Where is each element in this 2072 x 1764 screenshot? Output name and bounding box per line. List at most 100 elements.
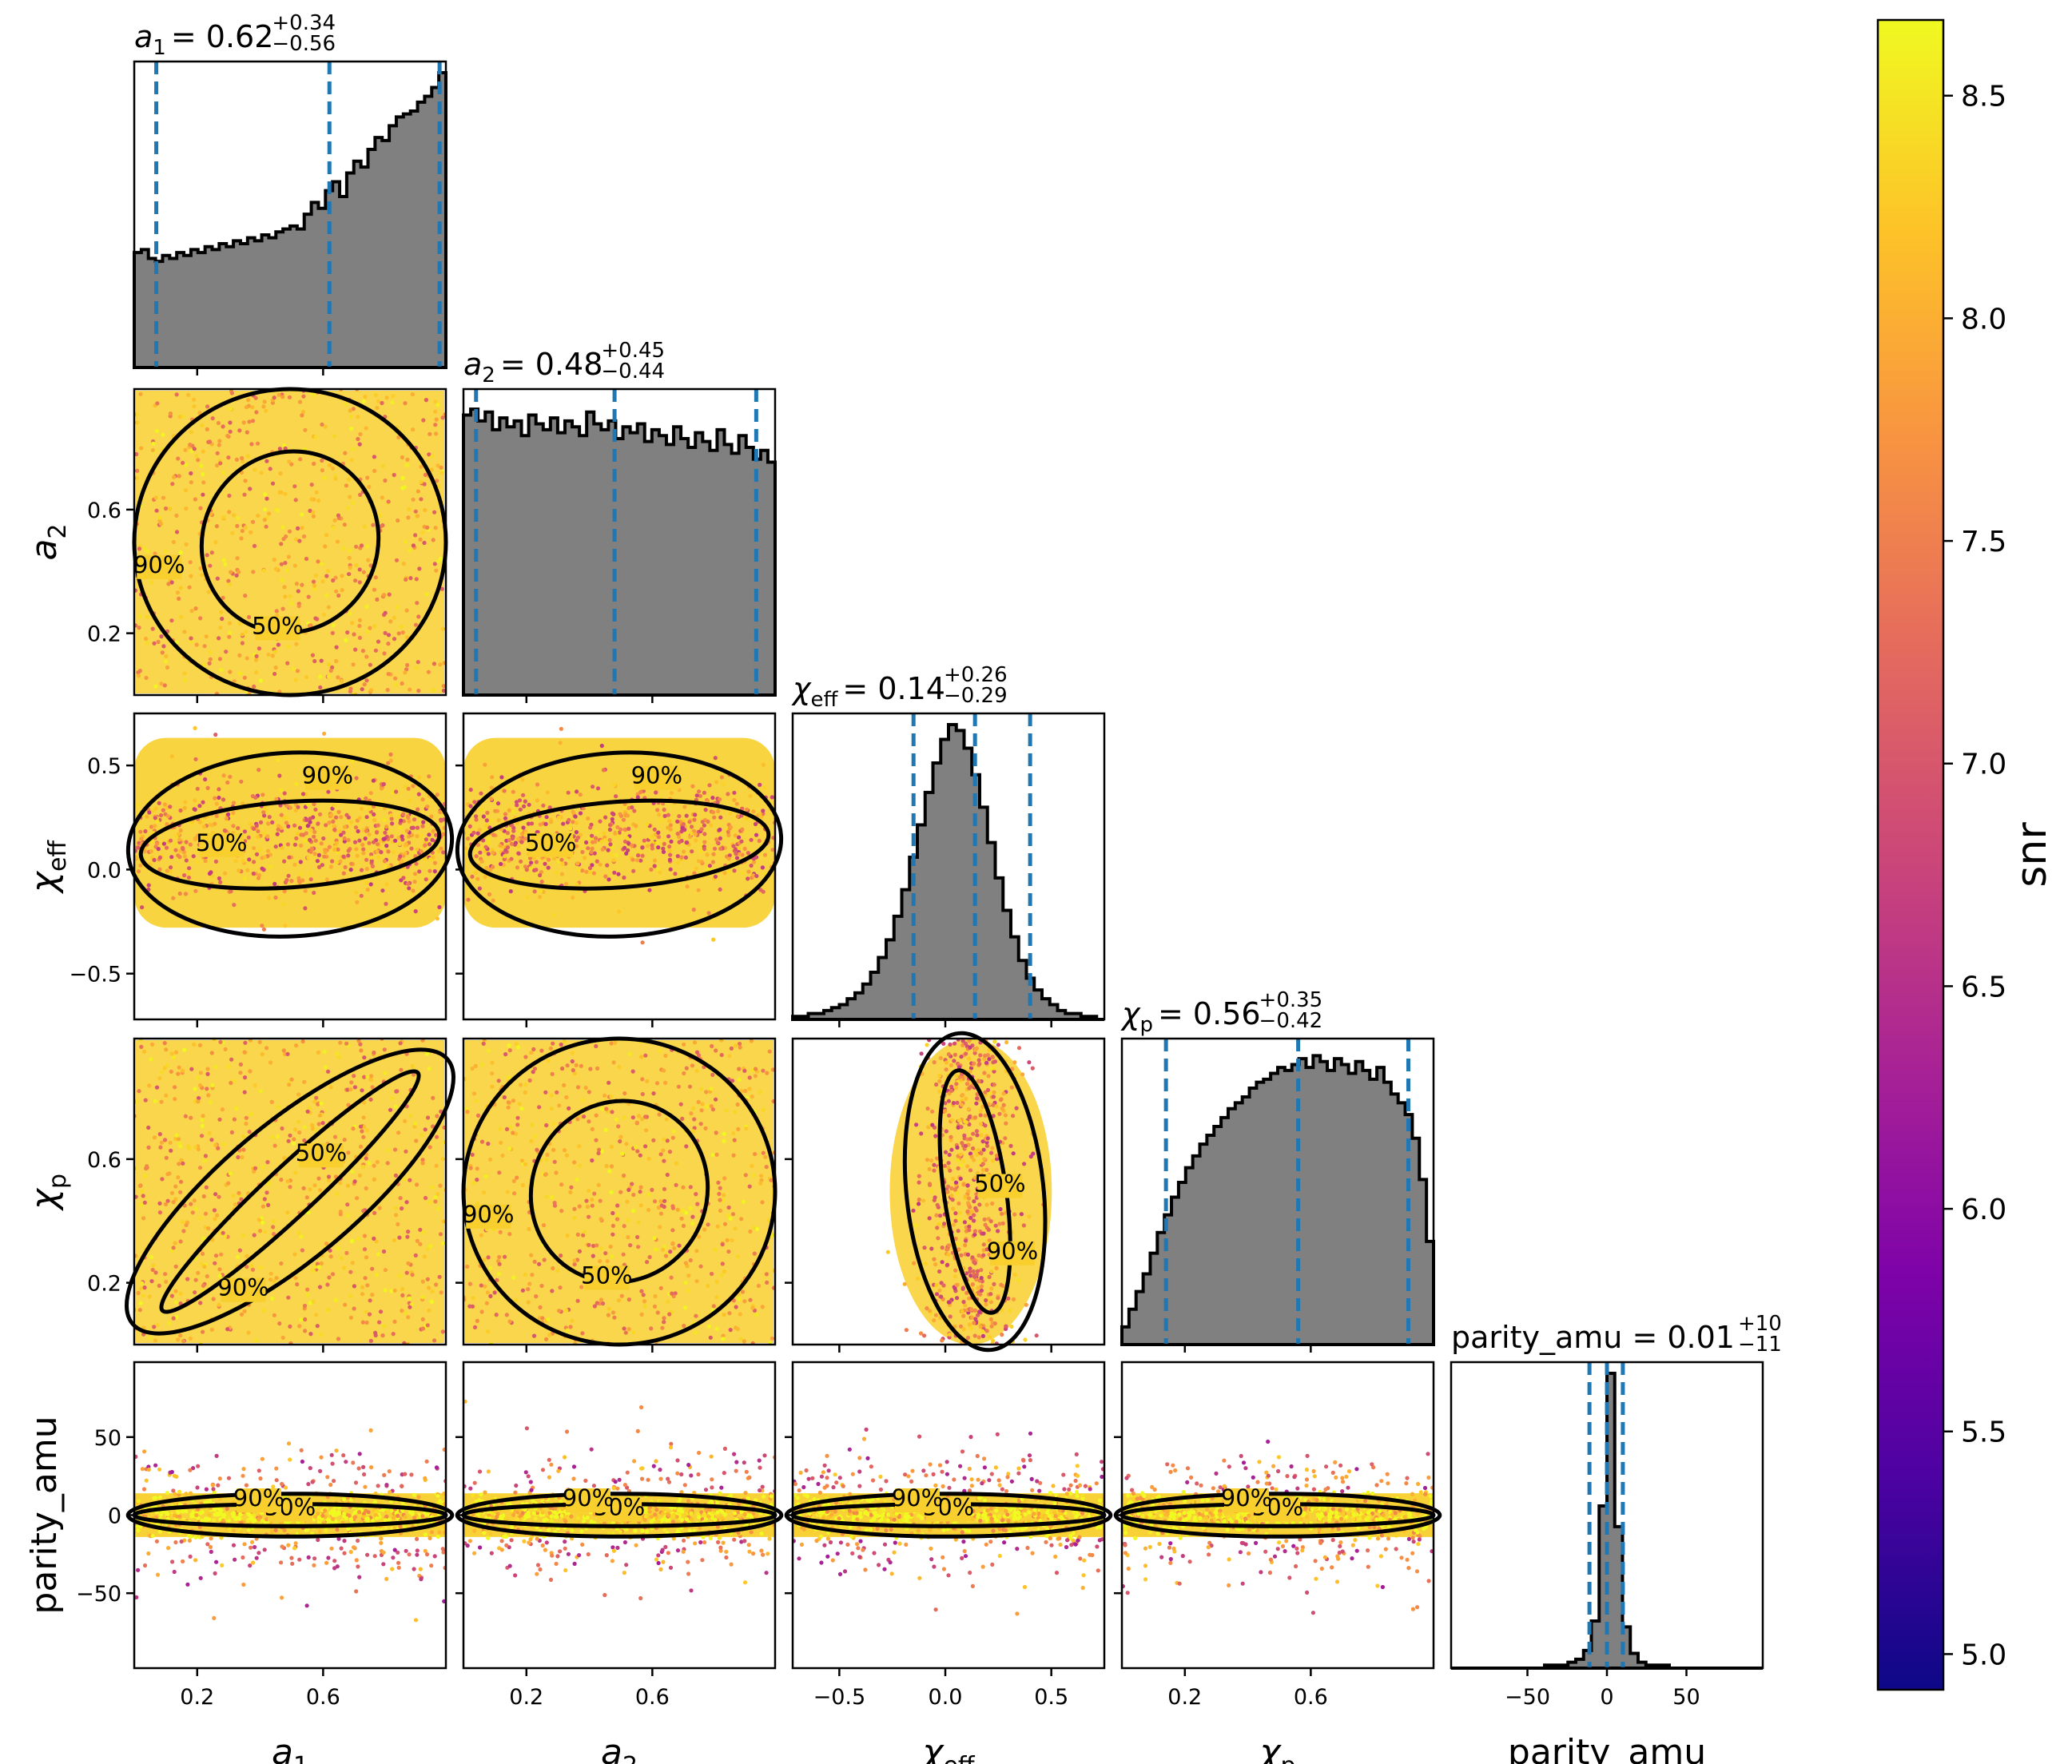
colorbar-tick-label: 8.0 [1961,303,2006,336]
colorbar-tick-label: 5.5 [1961,1416,2006,1449]
panel-frame [791,1037,1106,1346]
panel-frame [462,712,777,1021]
colorbar-tick-label: 6.0 [1961,1194,2006,1226]
x-axis-chi_eff: −0.5 0.0 0.5 χeff [813,1019,1068,1764]
x-axis-label-chi_p: χp [1258,1732,1295,1764]
panel-frame [462,1037,777,1346]
contour-label-90%: 90% [987,1238,1038,1265]
scatter-points [134,389,446,695]
title-upper-error: +0.26 [944,663,1008,687]
x-axis-label-a_2: a2 [601,1732,638,1764]
contour-label-90%: 90% [233,1484,284,1512]
title-upper-error: +0.45 [601,339,665,363]
colorbar-label: snr [2008,822,2056,888]
x-axis-label-parity_amu: parity_amu [1508,1732,1706,1764]
contour-label-bg [466,1204,511,1229]
contour-label-bg [634,765,679,790]
y-axis-chi_p: 0.2 0.6 χp [24,1148,793,1297]
contour-label-90%: 90% [892,1484,943,1512]
y-axis-label-chi_eff: χeff [24,840,72,895]
x-tick-label: 0.6 [1294,1685,1328,1710]
scatter-panel-parity_amu-vs-a_2: 50%90% [455,1361,784,1670]
scatter-panel-parity_amu-vs-a_1: 50%90% [125,1361,455,1670]
contour-label-90%: 90% [302,762,353,789]
y-tick-label: 50 [94,1426,121,1451]
contour-label-bg [255,616,300,641]
x-axis-label-chi_eff: χeff [921,1732,976,1764]
scatter-panel-parity_amu-vs-chi_eff: 50%90% [784,1361,1113,1670]
panel-frame [1120,1037,1435,1346]
x-axis-a_2: 0.2 0.6 a2 [509,695,670,1764]
colorbar-tick-label: 7.0 [1961,749,2006,781]
histogram-panel-chi_eff: χeff = 0.14+0.26−0.29 [791,663,1106,1021]
title-upper-error: +0.35 [1259,988,1323,1012]
histogram-panel-a_2: a2 = 0.48+0.45−0.44 [462,339,777,697]
contour-90% [125,1047,455,1336]
histogram-bars [133,71,447,369]
panel-frame [791,712,1106,1021]
y-axis-label-a_2: a2 [24,523,72,560]
x-tick-label: −0.5 [813,1685,866,1710]
y-tick-label: 0.6 [87,1148,121,1173]
y-tick-label: 0.2 [87,1272,121,1297]
x-tick-label: 0.2 [180,1685,214,1710]
contour-label-bg [977,1174,1023,1198]
y-tick-label: 0.2 [87,622,121,647]
contour-label-bg [989,1241,1035,1265]
histogram-panel-a_1: a1 = 0.62+0.34−0.56 [133,11,447,369]
contour-label-90%: 90% [133,551,185,578]
contour-50% [528,1099,710,1285]
contour-50% [199,449,381,635]
scatter-panel-chi_p-vs-a_2: 50% 90% [461,1036,777,1347]
x-tick-label: 50 [1672,1685,1700,1710]
histogram-bars [462,407,777,697]
contour-label-bg [895,1488,940,1513]
scatter-panel-chi_eff-vs-a_2: 50% 90% [455,712,784,1021]
dense-region [134,737,446,928]
x-tick-label: 0.2 [509,1685,543,1710]
title-lower-error: −0.42 [1259,1009,1323,1033]
colorbar-tick-label: 5.0 [1961,1639,2006,1671]
contour-label-50%: 50% [252,612,303,639]
scatter-points [134,1039,446,1345]
y-tick-label: −0.5 [69,963,121,987]
x-tick-label: 0.2 [1167,1685,1202,1710]
x-tick-label: 0.6 [635,1685,670,1710]
y-tick-label: −50 [76,1582,121,1607]
x-tick-label: −50 [1505,1685,1550,1710]
x-axis-label-a_1: a1 [272,1732,308,1764]
contour-label-50%: 50% [581,1261,632,1289]
contour-label-90%: 90% [1221,1484,1272,1512]
panel-frame [133,387,447,697]
panel-frame [133,60,447,369]
x-axis-chi_p: 0.2 0.6 χp [1167,1345,1328,1764]
contour-label-bg [304,765,350,790]
scatter-points [885,1039,1052,1345]
panel-title-a_1: a1 = 0.62 [134,19,273,60]
title-lower-error: −11 [1738,1333,1782,1357]
scatter-panel-chi_p-vs-a_1: 50% 90% [125,1037,455,1346]
contour-label-50%: 50% [974,1170,1025,1198]
histogram-panel-parity_amu: parity_amu = 0.01 +10−11 [1450,1312,1782,1670]
dense-region [136,391,444,693]
scatter-panel-a_2-vs-a_1: 50% 90% [132,387,448,697]
contour-50% [159,1069,421,1314]
panel-frame [462,387,777,697]
contour-label-bg [1224,1488,1269,1513]
contour-label-50%: 50% [525,829,576,856]
panel-frame [133,1037,447,1346]
contour-label-90%: 90% [563,1484,614,1512]
contour-label-90%: 90% [463,1201,514,1228]
histogram-bars [791,723,1104,1021]
contour-label-bg [221,1277,266,1302]
histogram-bars [1120,1054,1435,1346]
contour-90% [125,750,455,939]
panel-title-chi_p: χp = 0.56 [1120,996,1261,1037]
y-axis-a_2: 0.2 0.6 a2 [24,499,134,647]
y-axis-label-chi_p: χp [24,1174,72,1211]
colorbar-gradient [1876,18,1945,1691]
y-tick-label: 0 [108,1504,121,1529]
x-tick-label: 0.0 [929,1685,963,1710]
scatter-panel-chi_eff-vs-a_1: 50% 90% [125,712,455,1021]
colorbar-tick-label: 8.5 [1961,81,2006,113]
